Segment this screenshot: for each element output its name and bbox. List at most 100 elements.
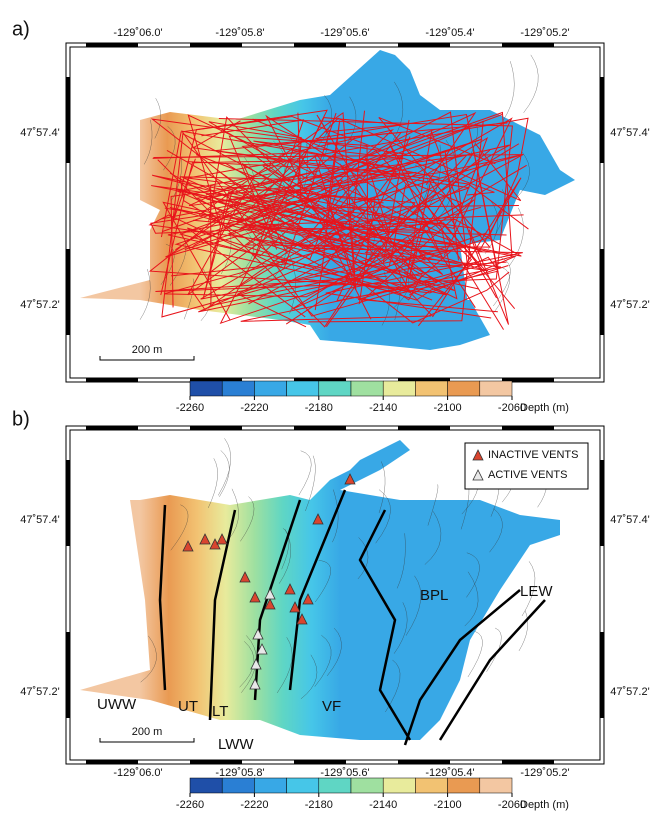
inactive-vent: [312, 513, 324, 525]
fault: [253, 499, 302, 701]
contour: [396, 533, 406, 589]
frame-bar: [294, 760, 346, 764]
fault: [358, 509, 412, 741]
contour: [466, 552, 480, 598]
contour: [494, 189, 506, 237]
x-tick-label: -129˚05.8': [215, 27, 264, 39]
frame-bar: [86, 378, 138, 382]
x-tick-label: -129˚05.4': [425, 767, 474, 779]
scale-bar: [99, 356, 195, 361]
contour: [503, 61, 515, 120]
track: [252, 118, 463, 311]
contour: [217, 438, 232, 496]
track: [314, 120, 519, 311]
active-vent: [249, 678, 261, 690]
contour: [515, 151, 530, 199]
colorbar-cell: [415, 777, 448, 794]
colorbar-cell: [221, 380, 255, 397]
inactive-vent: [264, 598, 276, 610]
x-tick-label: -129˚05.2': [520, 27, 569, 39]
colorbar-tick-label: -2260: [176, 799, 204, 811]
colorbar-tick-label: -2180: [305, 799, 333, 811]
colorbar-cell: [318, 380, 352, 397]
track: [187, 144, 511, 328]
track: [202, 148, 487, 298]
colorbar-cell: [447, 380, 481, 397]
colorbar-tick-label: -2140: [369, 799, 397, 811]
track: [187, 114, 458, 300]
track: [282, 179, 522, 257]
contour: [424, 511, 442, 565]
frame-bar: [398, 760, 450, 764]
colorbar-tick-label: -2180: [305, 402, 333, 414]
colorbar-tick-label: -2220: [240, 799, 268, 811]
frame-bar: [502, 378, 554, 382]
contour: [314, 634, 332, 687]
colorbar-tick-label: -2060: [498, 799, 526, 811]
colorbar-cell: [221, 777, 255, 794]
colorbar-cell: [254, 777, 287, 794]
fault: [158, 504, 167, 691]
inactive-vent: [296, 613, 308, 625]
colorbar-tick-label: -2100: [434, 799, 462, 811]
contour: [170, 504, 189, 551]
track: [218, 162, 423, 301]
contour: [464, 571, 479, 627]
scale-bar-label: 200 m: [132, 344, 163, 356]
frame-bar: [190, 426, 242, 430]
track: [148, 112, 489, 272]
frame-bar: [398, 426, 450, 430]
track: [272, 222, 516, 310]
fault: [288, 489, 347, 691]
inactive-vent: [216, 533, 228, 545]
y-tick-label: 47˚57.4': [610, 127, 649, 139]
frame-bar: [66, 77, 70, 163]
contour: [276, 637, 293, 694]
colorbar-cell: [286, 380, 320, 397]
frame-bar: [190, 760, 242, 764]
contour: [394, 260, 401, 321]
contour: [220, 225, 232, 275]
colorbar-cell: [382, 777, 416, 794]
region-label: LEW: [520, 583, 553, 600]
track: [155, 118, 513, 293]
x-tick-label: -129˚05.6': [320, 767, 369, 779]
frame-bar: [86, 43, 138, 47]
colorbar-cell: [415, 380, 448, 397]
fault: [208, 509, 237, 721]
colorbar-cell: [447, 777, 481, 794]
contour: [281, 528, 290, 570]
frame-bar: [600, 460, 604, 546]
active-vent: [264, 588, 276, 600]
frame-bar: [86, 426, 138, 430]
contour: [219, 450, 230, 497]
frame-bar: [294, 426, 346, 430]
colorbar-cell: [286, 777, 320, 794]
inactive-vent: [182, 540, 194, 552]
panel-label: a): [12, 18, 30, 40]
colorbar-cell: [318, 777, 352, 794]
contour: [467, 631, 483, 678]
legend-symbol: [472, 469, 484, 481]
frame-bar: [86, 760, 138, 764]
bathymetry: [80, 440, 560, 740]
track: [160, 116, 495, 238]
track: [186, 227, 509, 318]
frame-bar: [66, 460, 70, 546]
colorbar-cell: [350, 380, 384, 397]
contour: [486, 627, 502, 672]
colorbar-tick-label: -2100: [434, 402, 462, 414]
region-label: BPL: [420, 587, 448, 604]
x-tick-label: -129˚05.8': [215, 767, 264, 779]
contour: [393, 602, 408, 654]
frame-bar: [502, 760, 554, 764]
colorbar-cell: [382, 380, 416, 397]
inactive-vent: [302, 593, 314, 605]
x-tick-label: -129˚05.6': [320, 27, 369, 39]
colorbar-cell: [189, 777, 223, 794]
contour: [466, 121, 478, 164]
x-tick-label: -129˚05.4': [425, 27, 474, 39]
colorbar-cell: [350, 777, 384, 794]
